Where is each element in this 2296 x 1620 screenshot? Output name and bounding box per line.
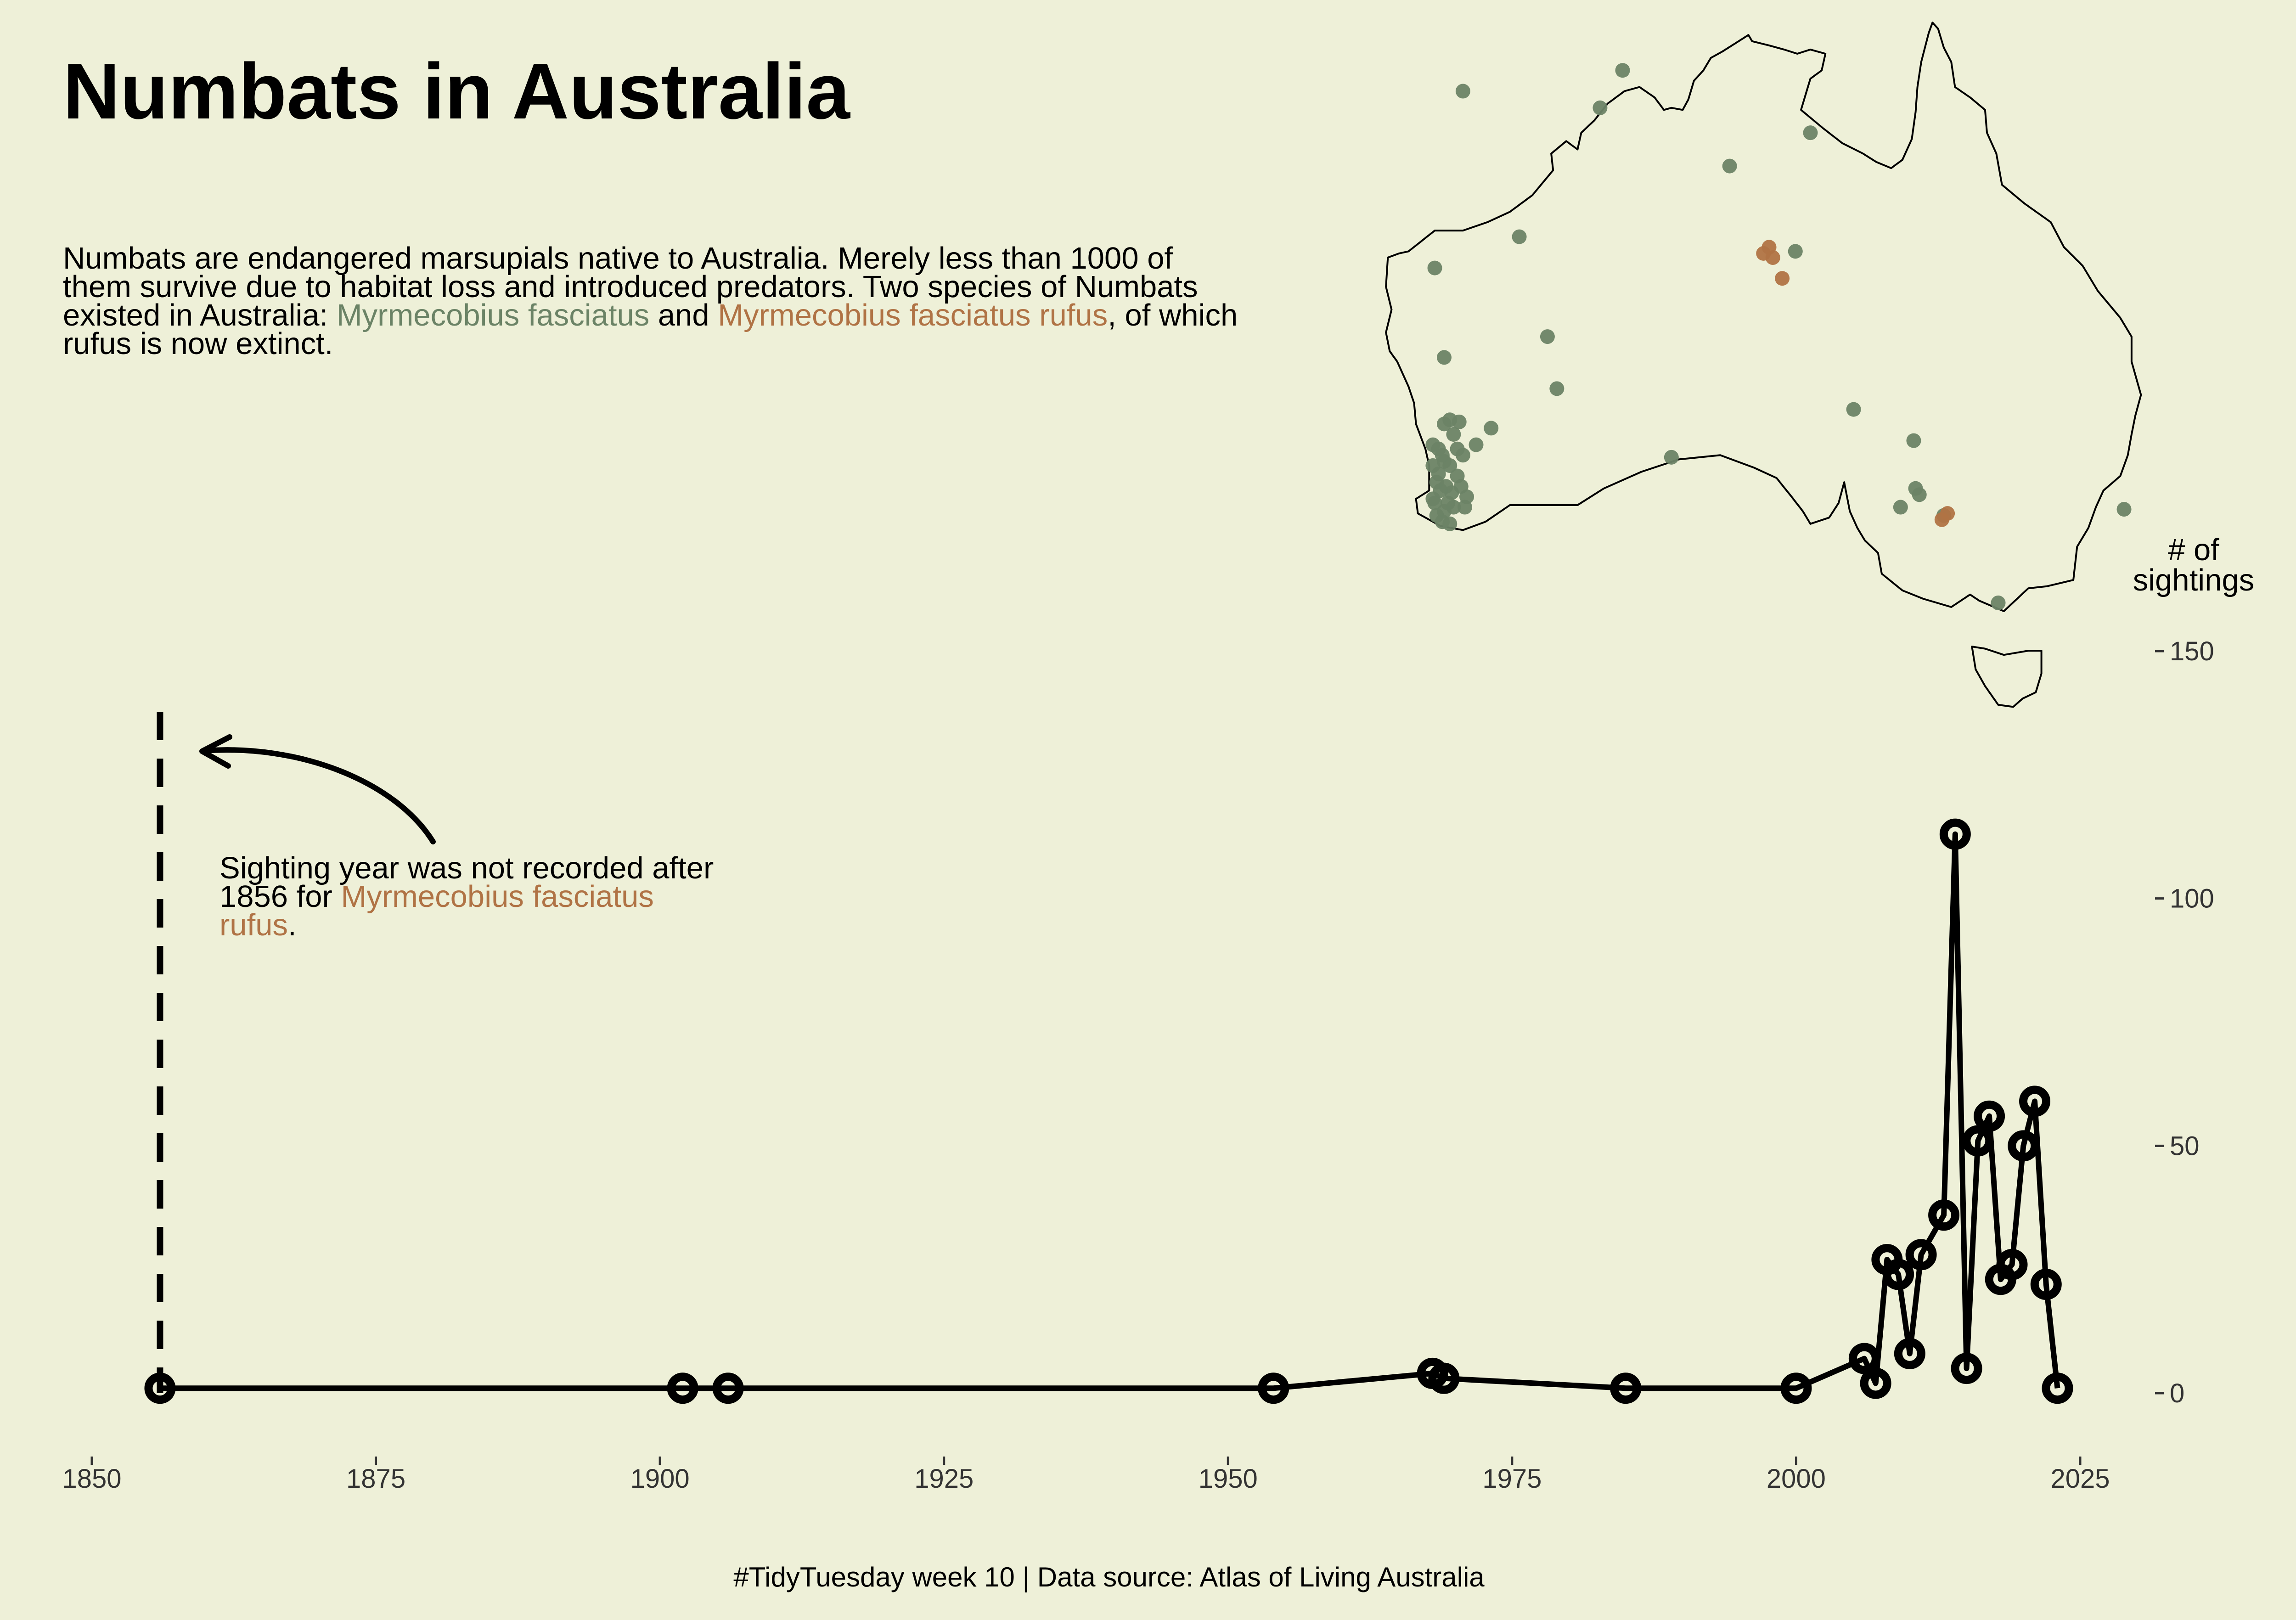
y-tick-label: 0 [2170, 1378, 2184, 1408]
annotation-text-2: . [287, 908, 297, 942]
subtitle-text-2: and [649, 298, 718, 332]
data-point [2030, 1268, 2062, 1300]
data-point [1258, 1372, 1289, 1404]
sighting-point-fasciatus [1436, 416, 1452, 432]
x-tick-label: 1900 [630, 1464, 690, 1494]
sighting-point-rufus [1761, 240, 1777, 255]
data-point [1610, 1372, 1642, 1404]
tasmania-outline [1971, 646, 2043, 708]
australia-map [1385, 22, 2142, 708]
sighting-point-fasciatus [1425, 458, 1441, 473]
sighting-point-rufus [1775, 271, 1790, 286]
sighting-point-fasciatus [1435, 448, 1450, 463]
sighting-point-fasciatus [1450, 441, 1465, 456]
series-line [160, 831, 2060, 1391]
x-tick-label: 1925 [914, 1464, 974, 1494]
data-point [1848, 1343, 1880, 1374]
x-tick-label: 2000 [1767, 1464, 1826, 1494]
sighting-point-rufus [1940, 506, 1955, 521]
data-point [667, 1372, 698, 1404]
subtitle-text-1: Numbats are endangered marsupials native… [63, 241, 1198, 332]
data-point [1860, 1367, 1891, 1399]
x-tick-label: 1875 [346, 1464, 405, 1494]
data-point [1962, 1125, 1994, 1157]
sighting-point-fasciatus [1427, 260, 1442, 276]
sighting-point-fasciatus [1803, 125, 1818, 141]
data-point [2008, 1130, 2039, 1162]
data-point [712, 1372, 744, 1404]
data-point [1894, 1338, 1925, 1369]
data-point [1883, 1259, 1914, 1290]
map-points [1425, 63, 2132, 610]
subtitle-text-3: , of which rufus is now extinct. [63, 298, 1238, 361]
chart-title: Numbats in Australia [63, 47, 850, 135]
sighting-point-fasciatus [2116, 502, 2132, 517]
x-tick-label: 2025 [2050, 1464, 2110, 1494]
data-point [1974, 1100, 2005, 1132]
sighting-point-fasciatus [1453, 479, 1469, 494]
sighting-point-fasciatus [1446, 427, 1461, 442]
sighting-point-fasciatus [1436, 350, 1452, 365]
x-tick-label: 1975 [1482, 1464, 1542, 1494]
sighting-point-fasciatus [1846, 402, 1861, 417]
y-axis-title-line: sightings [2133, 563, 2254, 597]
data-point [1780, 1372, 1812, 1404]
sighting-point-fasciatus [1512, 229, 1527, 244]
sighting-point-fasciatus [1455, 84, 1470, 99]
sighting-point-fasciatus [1788, 244, 1803, 259]
annotation-arrow [199, 734, 436, 844]
data-point [1951, 1353, 1982, 1384]
sighting-point-fasciatus [1484, 421, 1499, 436]
y-tick-label: 50 [2170, 1131, 2200, 1161]
subtitle: Numbats are endangered marsupials native… [63, 241, 1238, 361]
sighting-point-fasciatus [1912, 487, 1927, 502]
annotation-arrow-head [199, 734, 232, 769]
sighting-point-fasciatus [1457, 500, 1472, 515]
data-point [1939, 818, 1971, 850]
sighting-point-fasciatus [1441, 495, 1456, 511]
sighting-point-fasciatus [1433, 483, 1448, 498]
species-fasciatus-label: Myrmecobius fasciatus [336, 298, 650, 332]
sighting-point-fasciatus [1442, 458, 1458, 473]
data-point [1905, 1239, 1937, 1271]
x-tick-label: 1850 [62, 1464, 121, 1494]
sighting-point-fasciatus [1435, 514, 1450, 529]
annotation-text-1: Sighting year was not recorded after 185… [219, 851, 714, 914]
annotation-species-label: Myrmecobius fasciatus rufus [219, 879, 654, 942]
data-point [2042, 1372, 2073, 1404]
y-tick-label: 100 [2170, 884, 2214, 914]
sighting-point-fasciatus [1991, 595, 2006, 610]
sighting-point-fasciatus [1664, 450, 1679, 465]
x-tick-label: 1950 [1199, 1464, 1258, 1494]
sighting-point-fasciatus [1549, 381, 1564, 396]
sighting-point-fasciatus [1906, 433, 1921, 448]
y-tick-label: 150 [2170, 636, 2214, 666]
y-axis-title-line: # of [2168, 533, 2219, 567]
data-point [1928, 1199, 1960, 1231]
sighting-point-fasciatus [1615, 63, 1630, 78]
australia-outline [1385, 22, 2142, 612]
annotation-arrow-curve [202, 747, 436, 844]
annotation: Sighting year was not recorded after 185… [219, 851, 725, 942]
data-point [2019, 1086, 2051, 1117]
sighting-point-fasciatus [1425, 437, 1441, 452]
data-point [1996, 1249, 2028, 1280]
species-rufus-label: Myrmecobius fasciatus rufus [718, 298, 1108, 332]
caption: #TidyTuesday week 10 | Data source: Atla… [733, 1562, 1485, 1592]
line-chart: 1850 1875 1900 1925 1950 1975 2000 2025 0 50 100 15… [62, 533, 2254, 1494]
y-axis-title: # of sightings [2133, 533, 2254, 597]
sighting-point-fasciatus [1593, 100, 1608, 115]
sighting-point-fasciatus [1469, 437, 1484, 452]
sighting-point-fasciatus [1893, 500, 1908, 515]
data-point [144, 1372, 176, 1404]
sighting-point-fasciatus [1722, 158, 1737, 174]
sighting-point-fasciatus [1540, 329, 1555, 344]
data-point [1428, 1362, 1460, 1394]
